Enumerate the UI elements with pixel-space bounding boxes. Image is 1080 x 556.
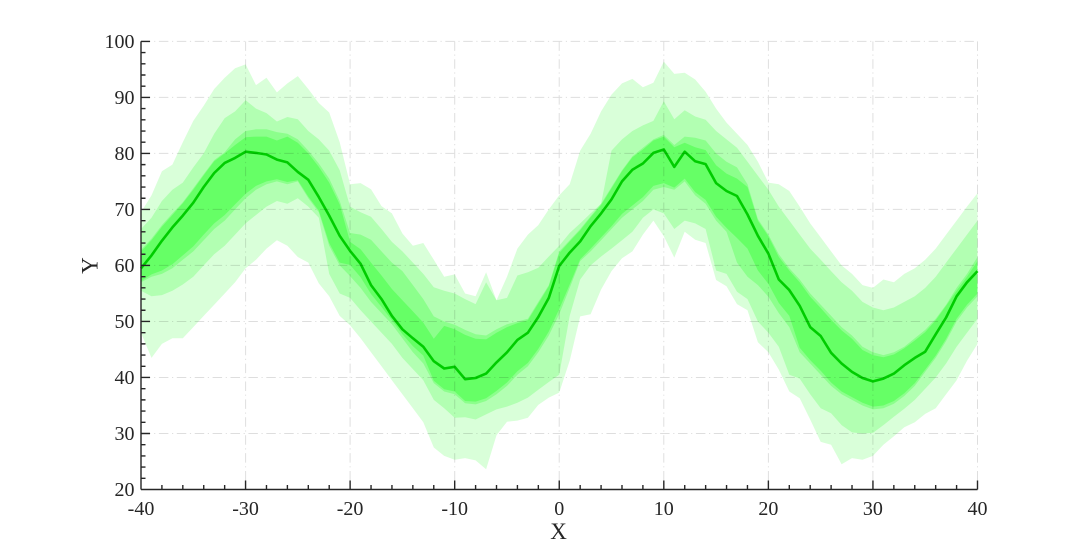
svg-text:-40: -40 [128,498,155,520]
svg-text:90: 90 [115,87,135,109]
svg-text:X: X [550,519,567,544]
svg-text:100: 100 [105,31,135,53]
svg-text:10: 10 [654,498,674,520]
svg-text:50: 50 [115,311,135,333]
svg-text:30: 30 [863,498,883,520]
svg-text:-20: -20 [337,498,364,520]
svg-text:20: 20 [115,479,135,501]
svg-text:40: 40 [968,498,988,520]
svg-text:-30: -30 [232,498,259,520]
svg-text:80: 80 [115,143,135,165]
svg-text:70: 70 [115,199,135,221]
svg-text:40: 40 [115,367,135,389]
svg-text:30: 30 [115,423,135,445]
svg-text:0: 0 [554,498,564,520]
svg-text:60: 60 [115,255,135,277]
svg-text:-10: -10 [441,498,468,520]
svg-text:Y: Y [78,257,103,274]
svg-text:20: 20 [758,498,778,520]
